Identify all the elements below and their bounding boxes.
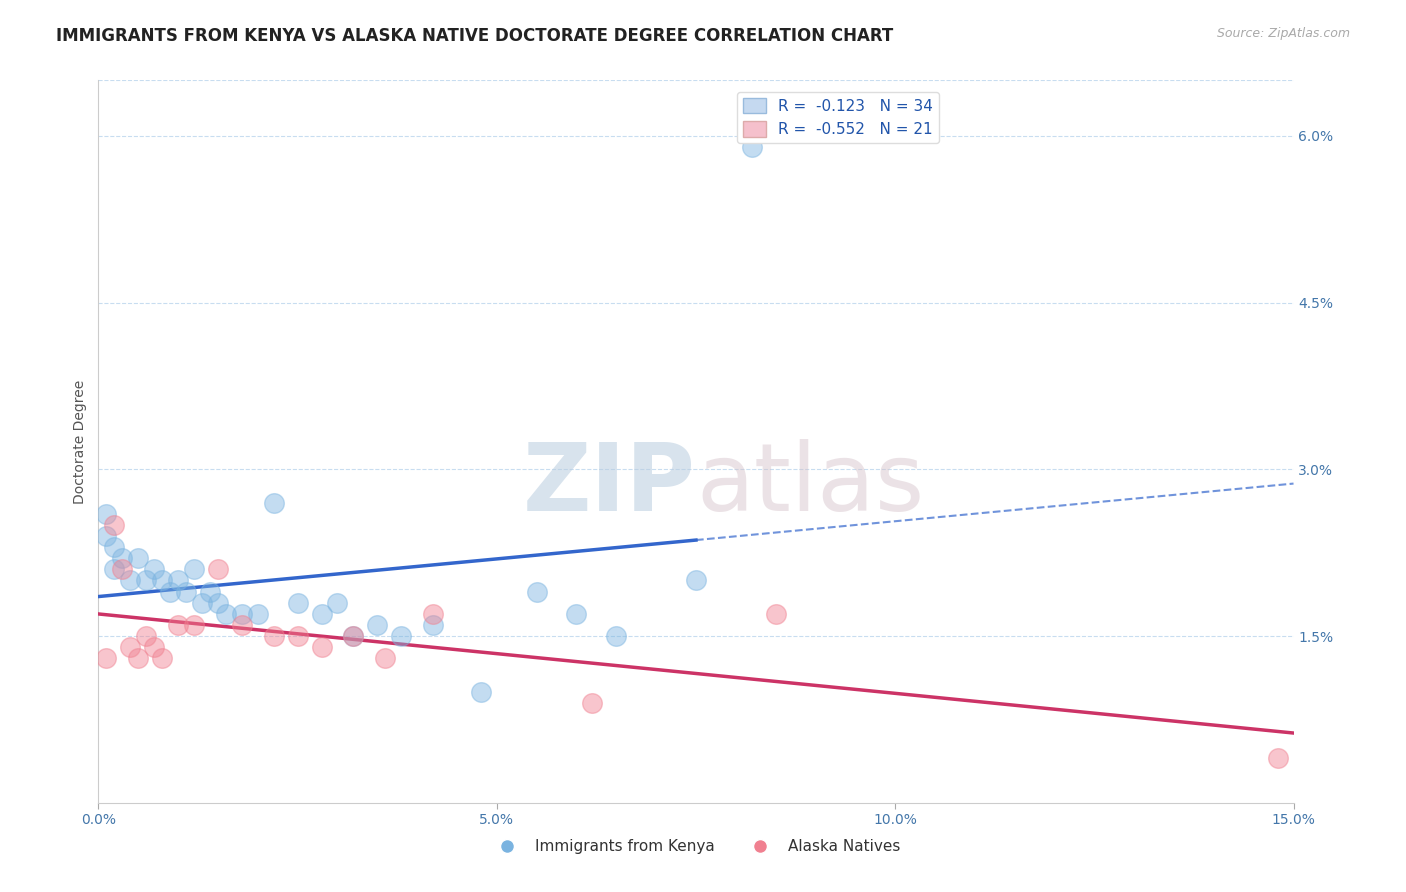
Point xyxy=(765,607,787,621)
Point xyxy=(366,618,388,632)
Point xyxy=(120,640,142,655)
Text: Source: ZipAtlas.com: Source: ZipAtlas.com xyxy=(1216,27,1350,40)
Point xyxy=(326,596,349,610)
Point xyxy=(143,562,166,576)
Point xyxy=(96,651,118,665)
Point xyxy=(685,574,707,588)
Point xyxy=(422,607,444,621)
Point xyxy=(183,562,205,576)
Point xyxy=(605,629,627,643)
Point xyxy=(470,684,492,698)
Point xyxy=(287,596,309,610)
Point xyxy=(374,651,396,665)
Point xyxy=(111,562,134,576)
Point xyxy=(581,696,603,710)
Text: IMMIGRANTS FROM KENYA VS ALASKA NATIVE DOCTORATE DEGREE CORRELATION CHART: IMMIGRANTS FROM KENYA VS ALASKA NATIVE D… xyxy=(56,27,893,45)
Point xyxy=(342,629,364,643)
Point xyxy=(207,562,229,576)
Point xyxy=(565,607,588,621)
Point xyxy=(231,618,253,632)
Text: atlas: atlas xyxy=(696,439,924,531)
Point xyxy=(103,540,125,554)
Point xyxy=(389,629,412,643)
Point xyxy=(215,607,238,621)
Point xyxy=(287,629,309,643)
Point xyxy=(741,140,763,154)
Point xyxy=(150,651,173,665)
Point xyxy=(167,574,190,588)
Point xyxy=(96,507,118,521)
Point xyxy=(135,629,157,643)
Point xyxy=(167,618,190,632)
Point xyxy=(120,574,142,588)
Point xyxy=(422,618,444,632)
Point xyxy=(127,651,149,665)
Legend: Immigrants from Kenya, Alaska Natives: Immigrants from Kenya, Alaska Natives xyxy=(485,833,907,860)
Point xyxy=(246,607,269,621)
Point xyxy=(263,496,285,510)
Point xyxy=(207,596,229,610)
Point xyxy=(150,574,173,588)
Point xyxy=(159,584,181,599)
Point xyxy=(174,584,197,599)
Point xyxy=(342,629,364,643)
Point xyxy=(103,562,125,576)
Point xyxy=(1267,751,1289,765)
Point xyxy=(143,640,166,655)
Point xyxy=(311,640,333,655)
Point xyxy=(96,529,118,543)
Point xyxy=(198,584,221,599)
Text: ZIP: ZIP xyxy=(523,439,696,531)
Point xyxy=(135,574,157,588)
Point xyxy=(103,517,125,532)
Point xyxy=(111,551,134,566)
Point xyxy=(526,584,548,599)
Point xyxy=(311,607,333,621)
Y-axis label: Doctorate Degree: Doctorate Degree xyxy=(73,379,87,504)
Point xyxy=(191,596,214,610)
Point xyxy=(263,629,285,643)
Point xyxy=(183,618,205,632)
Point xyxy=(231,607,253,621)
Point xyxy=(127,551,149,566)
